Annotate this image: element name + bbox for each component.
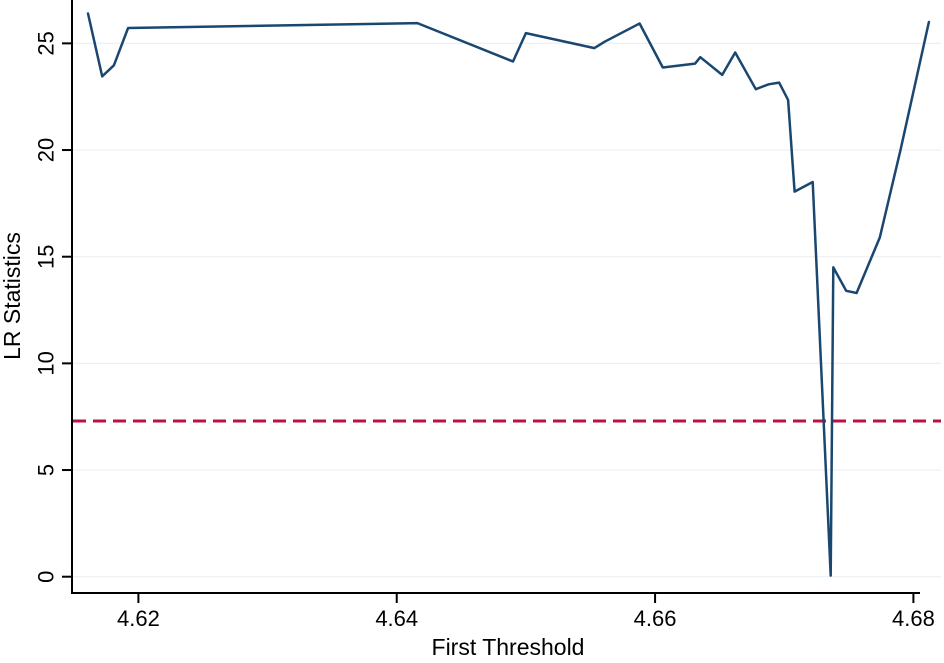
y-tick-label: 15 <box>34 244 59 268</box>
y-axis-title: LR Statistics <box>0 232 25 360</box>
x-axis-ticks: 4.62 4.64 4.66 4.68 <box>117 593 935 631</box>
x-tick-label: 4.64 <box>375 606 418 631</box>
y-tick-label: 5 <box>34 464 59 476</box>
y-tick-label: 0 <box>34 571 59 583</box>
x-tick-label: 4.62 <box>117 606 160 631</box>
x-tick-label: 4.66 <box>634 606 677 631</box>
y-axis-ticks: 0 5 10 15 20 25 <box>34 31 72 583</box>
x-tick-label: 4.68 <box>892 606 935 631</box>
y-tick-label: 10 <box>34 351 59 375</box>
lr-series-line <box>86 12 931 577</box>
y-tick-label: 20 <box>34 138 59 162</box>
x-axis-title: First Threshold <box>432 634 585 660</box>
axes <box>71 0 920 594</box>
y-tick-label: 25 <box>34 31 59 55</box>
gridlines <box>72 42 941 578</box>
